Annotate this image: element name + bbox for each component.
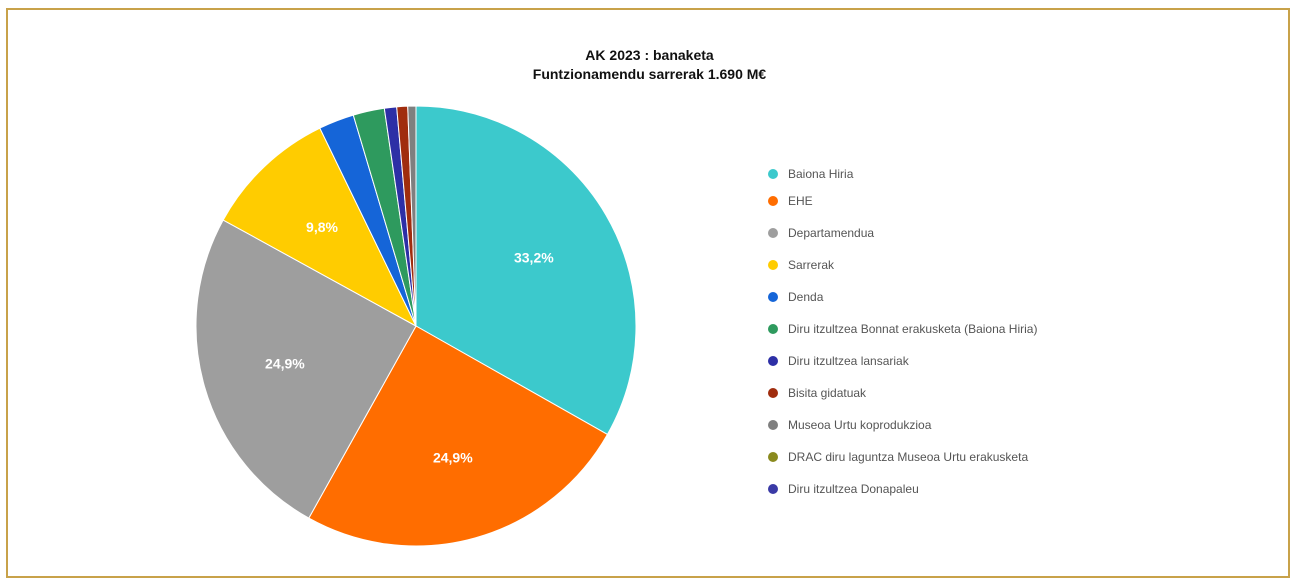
pie-slice <box>415 105 637 436</box>
legend-swatch <box>768 169 778 179</box>
legend-label: Diru itzultzea Bonnat erakusketa (Baiona… <box>788 322 1038 336</box>
legend-item: Diru itzultzea lansariak <box>768 353 1037 369</box>
legend-swatch <box>768 292 778 302</box>
legend-item: Diru itzultzea Donapaleu <box>768 481 1037 497</box>
legend-swatch <box>768 228 778 238</box>
pie-slice <box>222 127 418 328</box>
legend-item: Museoa Urtu koprodukzioa <box>768 417 1037 433</box>
legend-label: DRAC diru laguntza Museoa Urtu erakusket… <box>788 450 1029 464</box>
legend-item: Baiona Hiria <box>768 158 1037 190</box>
legend-label: EHE <box>788 194 813 208</box>
legend-swatch <box>768 420 778 430</box>
legend-item: Departamendua <box>768 225 1037 241</box>
legend-item: Diru itzultzea Bonnat erakusketa (Baiona… <box>768 321 1037 337</box>
legend-item: Denda <box>768 289 1037 305</box>
legend-label: Baiona Hiria <box>788 167 854 181</box>
legend-item: Sarrerak <box>768 257 1037 273</box>
legend-swatch <box>768 388 778 398</box>
legend-swatch <box>768 324 778 334</box>
pie-slice <box>308 325 609 547</box>
slice-data-label: 24,9% <box>433 449 473 465</box>
pie-slice <box>195 219 417 519</box>
slice-data-label: 24,9% <box>265 356 305 372</box>
legend-label: Sarrerak <box>788 258 835 272</box>
slice-data-label: 33,2% <box>514 249 554 265</box>
legend-label: Departamendua <box>788 226 875 240</box>
chart-title: AK 2023 : banaketa <box>585 47 714 63</box>
legend-swatch <box>768 260 778 270</box>
legend-item: DRAC diru laguntza Museoa Urtu erakusket… <box>768 449 1037 465</box>
chart-legend: Baiona Hiria EHE Departamendua Sarrerak … <box>768 158 1037 497</box>
legend-label: Diru itzultzea lansariak <box>788 354 909 368</box>
legend-item: EHE <box>768 193 1037 209</box>
pie-slice <box>407 105 417 327</box>
legend-label: Bisita gidatuak <box>788 386 867 400</box>
legend-swatch <box>768 196 778 206</box>
legend-swatch <box>768 452 778 462</box>
slice-data-label: 9,8% <box>306 219 338 235</box>
legend-label: Denda <box>788 290 824 304</box>
legend-item: Bisita gidatuak <box>768 385 1037 401</box>
chart-subtitle: Funtzionamendu sarrerak 1.690 M€ <box>532 66 767 82</box>
legend-swatch <box>768 356 778 366</box>
legend-label: Museoa Urtu koprodukzioa <box>788 418 932 432</box>
legend-swatch <box>768 484 778 494</box>
legend-label: Diru itzultzea Donapaleu <box>788 482 919 496</box>
